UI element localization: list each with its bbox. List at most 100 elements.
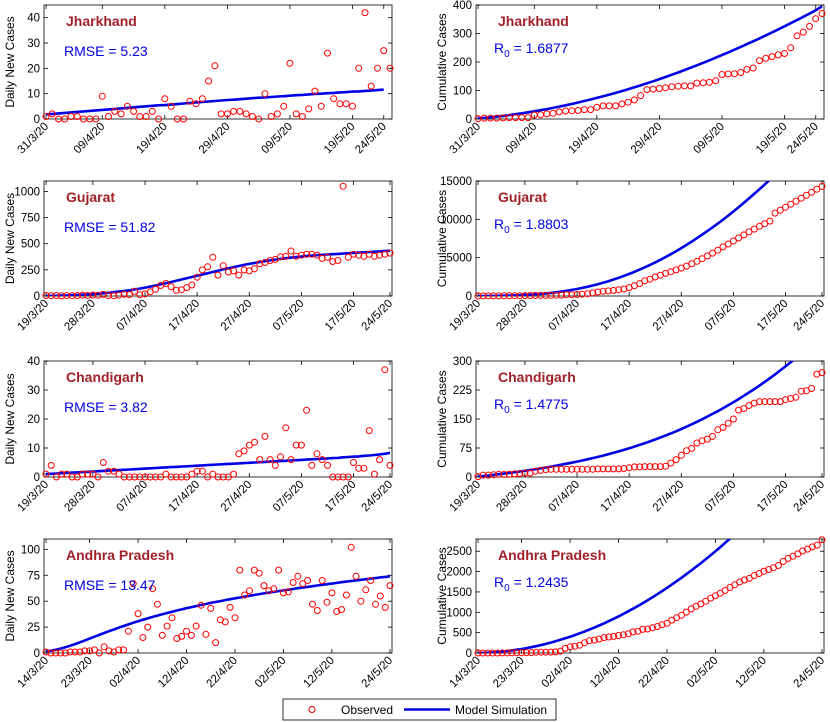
observed-point — [76, 648, 84, 656]
observed-point — [563, 465, 571, 473]
observed-point — [357, 597, 365, 605]
y-tick-label: 200 — [453, 57, 472, 69]
model-curve — [45, 249, 391, 296]
observed-point — [589, 465, 597, 473]
observed-point — [61, 115, 69, 123]
observed-point — [719, 424, 727, 431]
observed-point — [231, 614, 239, 622]
state-title: Chandigarh — [66, 369, 144, 385]
observed-point — [566, 643, 574, 651]
observed-point — [342, 100, 350, 108]
observed-point — [270, 585, 278, 593]
observed-point — [342, 591, 350, 599]
observed-point — [743, 65, 751, 73]
observed-point — [771, 209, 779, 217]
observed-point — [172, 473, 180, 481]
observed-point — [329, 258, 337, 265]
observed-point — [543, 110, 551, 118]
observed-point — [593, 103, 601, 111]
y-tick-label: 40 — [27, 356, 40, 368]
x-tick-label: 19/5/20 — [322, 121, 358, 157]
observed-point — [318, 254, 326, 262]
observed-point — [624, 630, 632, 638]
observed-point — [662, 462, 670, 470]
observed-point — [531, 291, 539, 299]
observed-point — [162, 470, 170, 478]
x-tick-label: 27/4/20 — [651, 298, 687, 334]
observed-point — [120, 290, 128, 298]
observed-point — [42, 470, 50, 478]
observed-point — [641, 463, 649, 471]
observed-point — [141, 473, 149, 481]
observed-point — [479, 471, 487, 479]
observed-point — [766, 217, 774, 225]
observed-point — [386, 249, 394, 257]
observed-point — [557, 291, 565, 299]
observed-point — [240, 266, 248, 274]
observed-point — [123, 102, 131, 110]
x-tick-label: 24/5/20 — [785, 121, 821, 157]
observed-point — [630, 96, 638, 104]
observed-point — [57, 649, 64, 657]
observed-point — [68, 292, 76, 300]
observed-point — [235, 271, 243, 279]
observed-point — [703, 252, 711, 260]
observed-point — [740, 231, 748, 239]
x-tick-label: 23/3/20 — [59, 655, 95, 691]
observed-point — [297, 251, 305, 259]
observed-point — [516, 470, 524, 477]
observed-point — [687, 82, 695, 90]
observed-point — [762, 54, 770, 62]
y-tick-label: 1000 — [14, 186, 40, 198]
observed-point — [117, 110, 125, 118]
observed-point — [714, 246, 722, 254]
y-tick-label: 10000 — [440, 214, 472, 226]
observed-point — [610, 632, 618, 640]
x-tick-label: 23/3/20 — [491, 655, 527, 691]
observed-point — [615, 632, 622, 639]
observed-point — [590, 636, 598, 644]
observed-point — [360, 464, 368, 472]
observed-point — [246, 587, 253, 595]
observed-point — [242, 110, 250, 118]
y-tick-label: 2000 — [446, 567, 472, 579]
rmse-annotation: RMSE = 3.82 — [64, 399, 148, 415]
observed-point — [639, 625, 647, 633]
observed-point — [367, 82, 375, 90]
observed-point — [693, 79, 701, 87]
observed-point — [152, 473, 159, 481]
observed-point — [48, 110, 56, 118]
x-tick-label: 17/5/20 — [755, 479, 791, 515]
x-tick-label: 28/3/20 — [62, 479, 98, 515]
x-tick-label: 22/4/20 — [204, 655, 240, 691]
observed-point — [511, 470, 518, 478]
observed-point — [292, 110, 300, 118]
state-title: Jharkhand — [498, 13, 569, 29]
observed-point — [699, 79, 707, 87]
observed-point — [91, 646, 98, 654]
observed-point — [372, 600, 379, 608]
observed-point — [205, 77, 213, 85]
observed-point — [600, 634, 608, 642]
observed-point — [186, 97, 194, 105]
state-title: Chandigarh — [498, 369, 576, 385]
observed-point — [266, 456, 274, 464]
observed-point — [136, 291, 144, 299]
observed-point — [105, 113, 112, 120]
r0-annotation: R0 = 1.8803 — [494, 216, 569, 236]
observed-point — [818, 182, 826, 190]
observed-point — [355, 464, 363, 472]
x-tick-label: 07/5/20 — [271, 479, 307, 515]
observed-point — [779, 557, 787, 565]
x-tick-label: 07/5/20 — [703, 298, 739, 334]
observed-point — [787, 44, 795, 52]
observed-point — [585, 637, 593, 645]
y-tick-label: 0 — [466, 291, 472, 303]
observed-point — [84, 470, 92, 478]
observed-point — [192, 100, 200, 108]
observed-point — [52, 473, 60, 481]
r0-symbol: R — [494, 40, 504, 56]
observed-point — [573, 291, 581, 298]
observed-point — [765, 566, 773, 573]
axes-frame — [43, 4, 393, 120]
